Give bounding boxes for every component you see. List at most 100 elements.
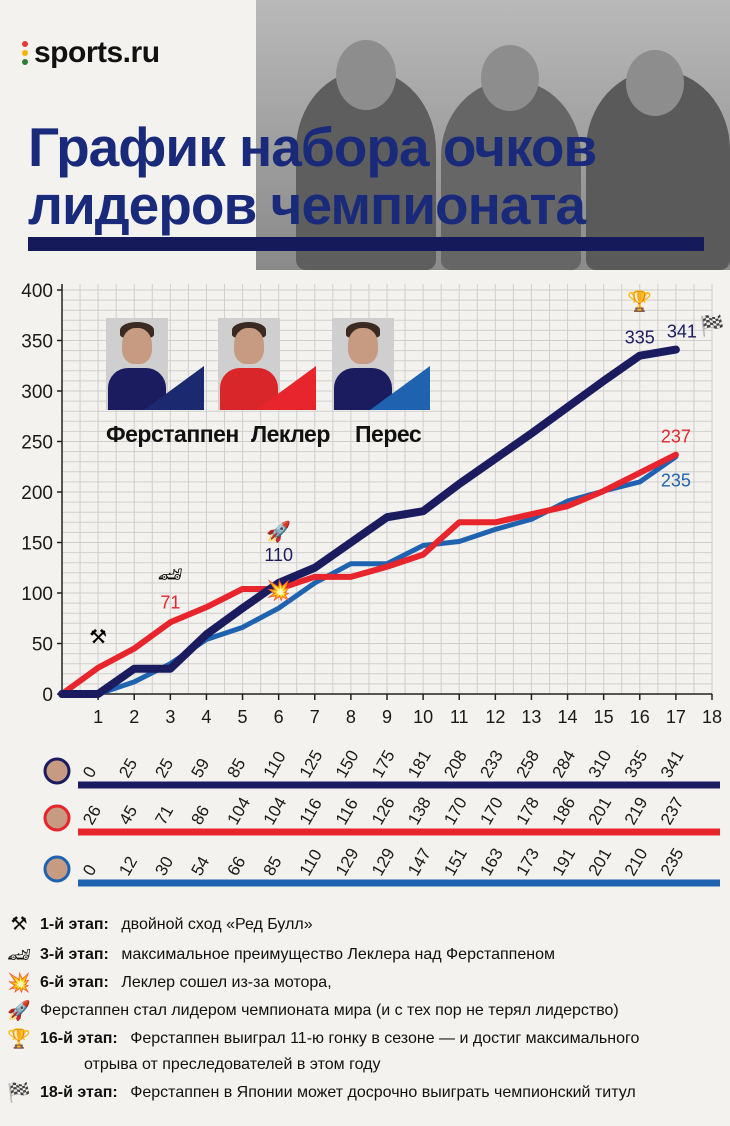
explosion-icon: 💥 (266, 578, 291, 602)
title-underline (28, 237, 704, 251)
logo-text: sports.ru (34, 36, 160, 69)
table-cell-perez: 54 (187, 853, 213, 879)
note-text: Ферстаппен стал лидером чемпионата мира … (40, 1002, 619, 1019)
table-cell-verstappen: 150 (332, 747, 363, 781)
series-line-verstappen (58, 345, 680, 698)
table-cell-leclerc: 71 (151, 802, 177, 828)
x-tick-label: 11 (450, 707, 469, 727)
table-cell-verstappen: 25 (151, 755, 177, 781)
table-cell-verstappen: 175 (368, 747, 399, 781)
crossed-hammers-icon: ⚒ (89, 625, 107, 649)
driver-color-triangle (256, 366, 316, 410)
x-tick-label: 3 (165, 707, 175, 727)
y-tick-label: 400 (21, 281, 53, 302)
rocket-icon: 🚀 (7, 1001, 31, 1022)
table-cell-verstappen: 181 (404, 747, 435, 781)
note-stage-16: 🏆 16-й этап: Ферстаппен выиграл 11-ю гон… (7, 1029, 640, 1050)
table-cell-leclerc: 237 (657, 794, 688, 828)
note-stage-label: 3-й этап: (40, 946, 109, 963)
table-cell-leclerc: 104 (260, 794, 291, 828)
driver-name-verstappen: Ферстаппен (106, 421, 239, 447)
table-cell-leclerc: 178 (512, 794, 543, 828)
table-cell-leclerc: 170 (476, 794, 507, 828)
annotation-label-verstappen: 341 (667, 322, 697, 342)
table-cell-perez: 0 (79, 861, 100, 879)
checkered-flag-icon: 🏁 (7, 1083, 31, 1104)
chart-series (58, 345, 680, 698)
y-tick-label: 0 (42, 685, 53, 706)
y-tick-label: 200 (21, 483, 53, 504)
x-tick-label: 8 (346, 707, 356, 727)
y-tick-label: 250 (21, 433, 53, 454)
rocket-icon: 🚀 (266, 519, 291, 543)
table-cell-perez: 129 (332, 845, 363, 879)
table-cell-leclerc: 170 (440, 794, 471, 828)
table-cell-perez: 66 (224, 853, 250, 879)
note-stage-1: ⚒ 1-й этап: двойной сход «Ред Булл» (10, 914, 312, 935)
x-tick-label: 15 (594, 707, 614, 727)
table-cell-verstappen: 310 (585, 747, 616, 781)
x-tick-label: 9 (382, 707, 392, 727)
y-tick-label: 350 (21, 332, 53, 353)
driver-name-perez: Перес (355, 421, 422, 447)
avatar-verstappen (43, 757, 71, 785)
table-cell-perez: 210 (621, 845, 652, 879)
table-cell-verstappen: 25 (115, 755, 141, 781)
chart-title-line-2: лидеров чемпионата (28, 174, 586, 236)
race-car-icon: 🏎 (158, 562, 183, 586)
note-stage-6: 💥 6-й этап: Леклер сошел из-за мотора, (7, 973, 332, 994)
x-tick-label: 14 (558, 707, 578, 727)
annotation-label-verstappen: 110 (264, 545, 293, 565)
note-stage-label: 16-й этап: (40, 1030, 118, 1047)
x-tick-label: 12 (485, 707, 505, 727)
chart-icons: ⚒ 🏎 💥 🚀 🏆 🏁 (89, 289, 724, 648)
note-stage-label: 1-й этап: (40, 916, 109, 933)
header-photo (256, 0, 730, 270)
x-tick-label: 7 (310, 707, 320, 727)
table-cell-verstappen: 208 (440, 747, 471, 781)
points-table: 0 25 25 59 85 110 125 150 175 181 208 233 258 284 310 3… (43, 747, 720, 887)
y-tick-label: 150 (21, 534, 53, 555)
table-cell-leclerc: 86 (187, 802, 213, 828)
sports-ru-logo: sports.ru (22, 36, 160, 70)
table-cell-perez: 173 (512, 845, 543, 879)
driver-card-leclerc (218, 318, 316, 410)
x-tick-label: 13 (521, 707, 541, 727)
table-cell-verstappen: 233 (476, 747, 507, 781)
note-stage-6-continued: 🚀 Ферстаппен стал лидером чемпионата мир… (7, 1001, 619, 1022)
driver-card-perez (332, 318, 430, 410)
table-cell-verstappen: 110 (260, 748, 290, 781)
table-cell-leclerc: 219 (621, 794, 652, 828)
avatar-perez (43, 855, 71, 883)
x-tick-label: 6 (274, 707, 284, 727)
x-tick-label: 1 (93, 707, 103, 727)
note-stage-3: 🏎 3-й этап: максимальное преимущество Ле… (7, 945, 555, 966)
table-cell-leclerc: 138 (404, 794, 435, 828)
table-cell-perez: 85 (260, 853, 286, 879)
x-tick-label: 17 (666, 707, 686, 727)
x-tick-label: 10 (413, 707, 433, 727)
table-cell-verstappen: 284 (549, 747, 580, 781)
table-cell-leclerc: 201 (585, 794, 616, 828)
table-cell-perez: 129 (368, 845, 399, 879)
table-cell-perez: 235 (657, 845, 688, 879)
x-tick-label: 2 (129, 707, 139, 727)
table-cell-verstappen: 335 (621, 747, 652, 781)
driver-card-verstappen (106, 318, 204, 410)
annotation-label-leclerc: 237 (661, 427, 691, 447)
crossed-hammers-icon: ⚒ (10, 914, 28, 935)
table-cell-verstappen: 59 (187, 755, 213, 781)
trophy-icon: 🏆 (627, 289, 652, 313)
x-tick-label: 18 (702, 707, 722, 727)
avatar-leclerc (43, 804, 71, 832)
note-text: отрыва от преследователей в этом году (84, 1056, 381, 1073)
logo-dot-red (22, 41, 28, 47)
annotation-label-perez: 235 (661, 471, 691, 491)
x-tick-label: 16 (630, 707, 650, 727)
note-text: Леклер сошел из-за мотора, (121, 974, 332, 991)
note-text: Ферстаппен выиграл 11-ю гонку в сезоне —… (130, 1030, 640, 1047)
race-car-icon: 🏎 (6, 945, 32, 966)
chart-annotations: 71 110 335 341 237 235 (160, 322, 697, 613)
